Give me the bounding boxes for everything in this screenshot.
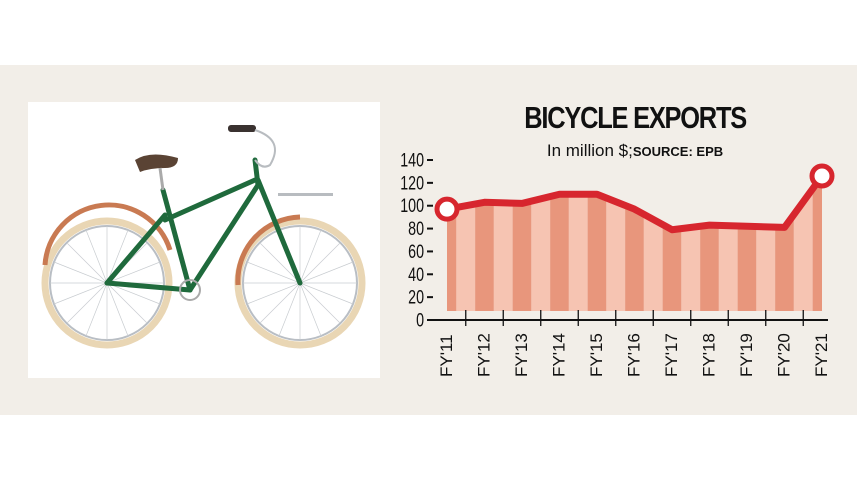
x-tick-label: FY'18 <box>700 333 719 377</box>
chart-unit: In million $; <box>546 141 633 160</box>
bar-FY'19 <box>737 226 757 311</box>
bar-FY'11 <box>447 207 457 311</box>
y-tick-label: 60 <box>408 241 424 262</box>
bar-gap <box>606 198 626 311</box>
chart-title: BICYCLE EXPORTS <box>524 100 747 135</box>
chart-subtitle: In million $;SOURCE: EPB <box>520 141 750 162</box>
chart-source: SOURCE: EPB <box>632 144 724 159</box>
bar-FY'16 <box>625 205 644 311</box>
bar-FY'17 <box>662 224 682 311</box>
bar-gap <box>493 202 513 311</box>
x-tick-label: FY'21 <box>812 333 831 377</box>
bar-gap <box>456 204 476 311</box>
x-tick-label: FY'20 <box>775 333 794 377</box>
highlight-point-FY'21 <box>809 163 835 189</box>
x-tick-label: FY'15 <box>587 333 606 377</box>
bar-gap <box>643 214 663 311</box>
bar-FY'21 <box>812 176 822 311</box>
bar-gap <box>531 196 551 311</box>
y-tick-label: 0 <box>416 310 424 331</box>
frame <box>104 157 303 293</box>
bar-FY'18 <box>700 225 719 311</box>
y-tick-label: 120 <box>400 172 424 193</box>
bar-gap <box>718 225 738 311</box>
bar-FY'13 <box>512 201 532 311</box>
x-tick-label: FY'14 <box>550 333 569 377</box>
x-tick-label: FY'12 <box>475 333 494 377</box>
y-tick-label: 100 <box>400 195 424 216</box>
y-tick-label: 20 <box>408 287 424 308</box>
y-tick-label: 140 <box>400 150 424 171</box>
bar-FY'15 <box>587 194 607 311</box>
x-tick-label: FY'16 <box>625 333 644 377</box>
bicycle-image <box>28 102 380 378</box>
bar-gap <box>568 194 588 311</box>
y-tick-label: 40 <box>408 264 424 285</box>
bar-FY'12 <box>475 202 494 311</box>
x-tick-label: FY'19 <box>737 333 756 377</box>
x-tick-label: FY'13 <box>512 333 531 377</box>
bar-gap <box>681 226 701 311</box>
x-tick-label: FY'17 <box>662 333 681 377</box>
bicycle-illustration <box>41 125 366 349</box>
highlight-point-FY'11 <box>434 196 460 222</box>
bar-FY'14 <box>550 194 569 311</box>
y-tick-label: 80 <box>408 218 424 239</box>
bar-FY'20 <box>775 214 794 311</box>
x-tick-label: FY'11 <box>437 334 456 377</box>
bar-gap <box>756 226 776 311</box>
saddle <box>135 154 178 172</box>
bar-gap <box>793 188 813 311</box>
handlebar <box>254 129 276 168</box>
front-rack <box>278 193 333 196</box>
chainring <box>179 279 201 301</box>
handlebar-grip <box>228 125 256 132</box>
